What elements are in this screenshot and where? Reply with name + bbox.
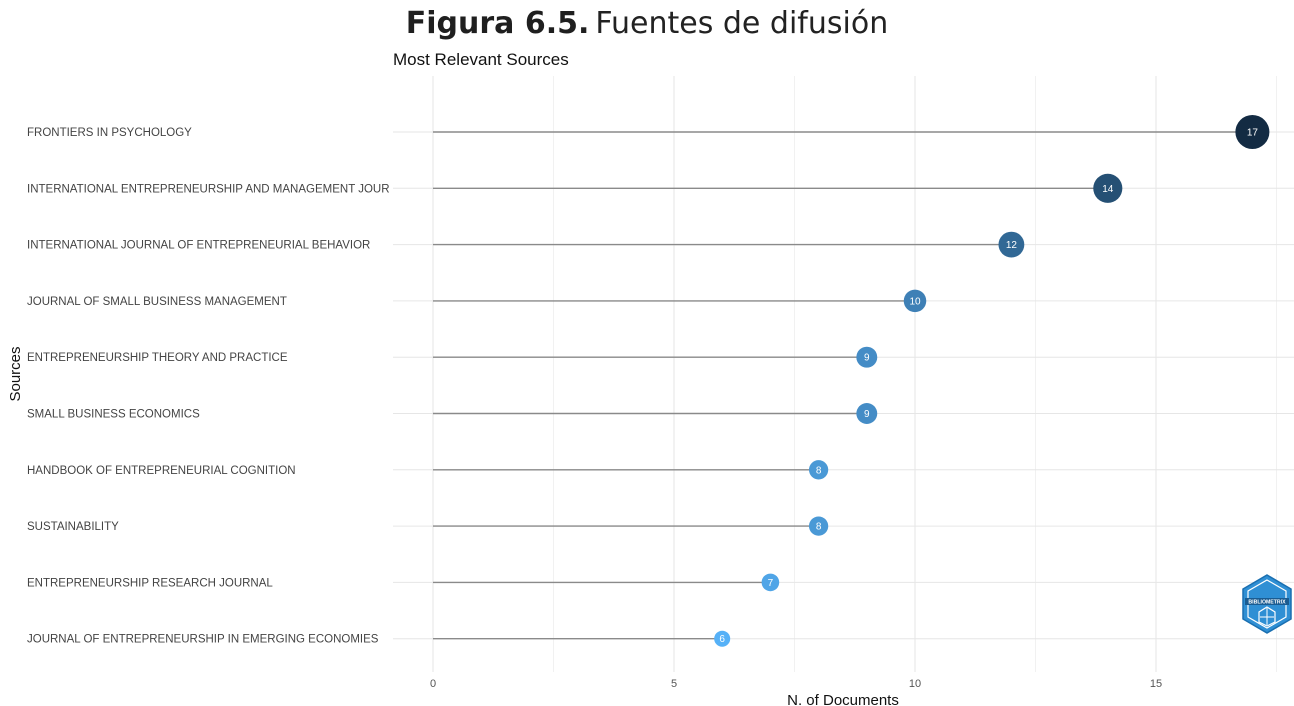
data-label: 9 [864, 409, 870, 420]
category-label: ENTREPRENEURSHIP THEORY AND PRACTICE [27, 352, 288, 364]
data-label: 14 [1102, 184, 1114, 195]
x-axis-label: N. of Documents [787, 692, 899, 706]
lollipop-point [1093, 173, 1123, 203]
lollipop-point [903, 289, 927, 313]
x-tick-label: 5 [671, 678, 677, 690]
bibliometrix-logo-icon: BIBLIOMETRIX [1242, 574, 1292, 634]
figure-label: Figura 6.5. [405, 6, 590, 41]
lollipop-point [998, 231, 1025, 258]
data-label: 6 [719, 634, 725, 645]
lollipop-point [856, 403, 878, 424]
stem-layer [433, 131, 1253, 640]
lollipop-point [808, 460, 829, 480]
point-layer [714, 115, 1270, 647]
lollipop-point [714, 630, 731, 647]
data-label: 7 [768, 578, 774, 589]
data-label: 12 [1006, 240, 1018, 251]
data-label: 8 [816, 465, 822, 476]
category-label: FRONTIERS IN PSYCHOLOGY [27, 127, 192, 139]
data-label: 8 [816, 522, 822, 533]
label-layer: 0 5 10 15 FRONTIERS IN PSYCHOLOGY 17 INTERNATI… [27, 127, 1258, 690]
category-label: INTERNATIONAL ENTREPRENEURSHIP AND MANAG… [27, 183, 390, 195]
category-label: HANDBOOK OF ENTREPRENEURIAL COGNITION [27, 465, 296, 477]
x-tick-label: 0 [430, 678, 436, 690]
x-tick-label: 10 [909, 678, 921, 690]
data-label: 10 [909, 296, 921, 307]
category-label: SUSTAINABILITY [27, 521, 119, 533]
category-label: JOURNAL OF ENTREPRENEURSHIP IN EMERGING … [27, 634, 379, 646]
lollipop-point [808, 516, 829, 536]
category-label: INTERNATIONAL JOURNAL OF ENTREPRENEURIAL… [27, 240, 370, 252]
x-tick-label: 15 [1150, 678, 1162, 690]
category-label: SMALL BUSINESS ECONOMICS [27, 409, 200, 421]
category-label: JOURNAL OF SMALL BUSINESS MANAGEMENT [27, 296, 287, 308]
lollipop-point [761, 573, 780, 592]
y-axis-label: Sources [7, 346, 24, 401]
logo-text: BIBLIOMETRIX [1248, 600, 1286, 606]
lollipop-point [1235, 115, 1270, 149]
lollipop-point [856, 346, 878, 368]
category-label: ENTREPRENEURSHIP RESEARCH JOURNAL [27, 577, 273, 589]
data-label: 17 [1247, 128, 1259, 139]
figure-text: Fuentes de difusión [595, 6, 889, 41]
data-label: 9 [864, 353, 870, 364]
figure-caption: Figura 6.5. Fuentes de difusión [0, 6, 1294, 41]
chart-title: Most Relevant Sources [393, 50, 569, 69]
